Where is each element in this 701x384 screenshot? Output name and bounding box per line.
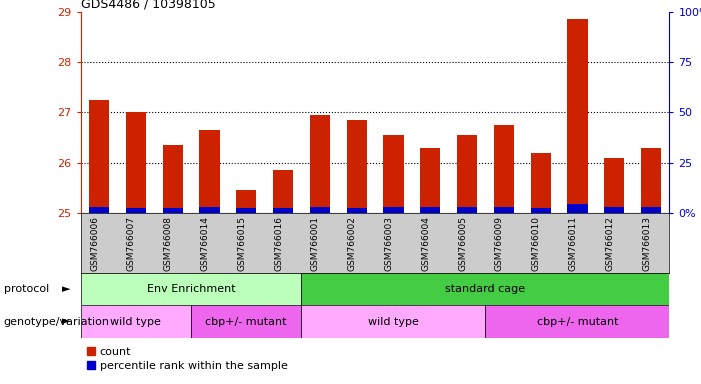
Bar <box>383 207 404 213</box>
Text: cbp+/- mutant: cbp+/- mutant <box>205 316 287 327</box>
Bar <box>236 208 257 213</box>
Text: GSM766004: GSM766004 <box>421 216 430 271</box>
Bar <box>531 152 551 213</box>
Bar <box>641 207 661 213</box>
Bar <box>457 135 477 213</box>
Text: GSM766011: GSM766011 <box>569 216 578 271</box>
Text: protocol: protocol <box>4 284 49 294</box>
Text: Env Enrichment: Env Enrichment <box>147 284 236 294</box>
Bar <box>457 207 477 213</box>
Bar <box>531 208 551 213</box>
Text: GSM766002: GSM766002 <box>348 216 357 271</box>
Bar <box>310 207 330 213</box>
Text: cbp+/- mutant: cbp+/- mutant <box>537 316 618 327</box>
Text: genotype/variation: genotype/variation <box>4 316 109 327</box>
Bar <box>199 130 219 213</box>
Bar <box>346 120 367 213</box>
Text: GSM766010: GSM766010 <box>531 216 540 271</box>
Text: GSM766013: GSM766013 <box>642 216 651 271</box>
Bar <box>567 204 587 213</box>
Bar <box>301 273 669 305</box>
Bar <box>485 305 669 338</box>
Bar <box>641 147 661 213</box>
Text: GSM766009: GSM766009 <box>495 216 504 271</box>
Bar <box>236 190 257 213</box>
Bar <box>191 305 301 338</box>
Text: wild type: wild type <box>368 316 419 327</box>
Bar <box>273 208 293 213</box>
Bar <box>310 115 330 213</box>
Text: GSM766001: GSM766001 <box>311 216 320 271</box>
Bar <box>125 208 146 213</box>
Text: GSM766007: GSM766007 <box>127 216 136 271</box>
Bar <box>199 207 219 213</box>
Bar <box>383 135 404 213</box>
Text: ►: ► <box>62 316 70 327</box>
Legend: count, percentile rank within the sample: count, percentile rank within the sample <box>86 347 287 371</box>
Text: GSM766015: GSM766015 <box>237 216 246 271</box>
Text: GSM766014: GSM766014 <box>200 216 210 271</box>
Bar <box>81 273 301 305</box>
Bar <box>567 19 587 213</box>
Bar <box>163 208 183 213</box>
Bar <box>604 158 625 213</box>
Bar <box>301 305 485 338</box>
Text: GSM766006: GSM766006 <box>90 216 99 271</box>
Bar <box>163 145 183 213</box>
Text: GSM766016: GSM766016 <box>274 216 283 271</box>
Text: GSM766012: GSM766012 <box>605 216 614 271</box>
Bar <box>604 207 625 213</box>
Bar <box>89 100 109 213</box>
Text: GDS4486 / 10398105: GDS4486 / 10398105 <box>81 0 215 10</box>
Text: GSM766008: GSM766008 <box>163 216 172 271</box>
Text: ►: ► <box>62 284 70 294</box>
Text: standard cage: standard cage <box>445 284 526 294</box>
Bar <box>89 207 109 213</box>
Text: GSM766005: GSM766005 <box>458 216 467 271</box>
Bar <box>81 305 191 338</box>
Bar <box>494 207 514 213</box>
Bar <box>420 147 440 213</box>
Bar <box>494 125 514 213</box>
Bar <box>125 112 146 213</box>
Text: GSM766003: GSM766003 <box>384 216 393 271</box>
Text: wild type: wild type <box>110 316 161 327</box>
Bar <box>273 170 293 213</box>
Bar <box>420 207 440 213</box>
Bar <box>346 208 367 213</box>
